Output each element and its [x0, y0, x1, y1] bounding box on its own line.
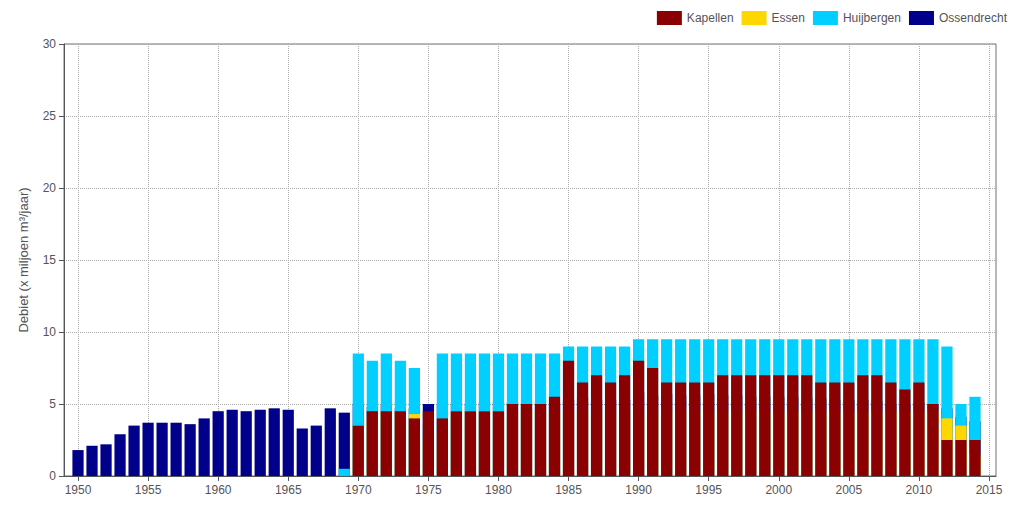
svg-text:1955: 1955: [135, 483, 162, 497]
svg-text:1980: 1980: [485, 483, 512, 497]
svg-text:0: 0: [49, 469, 56, 483]
svg-text:1960: 1960: [205, 483, 232, 497]
svg-text:1950: 1950: [65, 483, 92, 497]
svg-text:1985: 1985: [555, 483, 582, 497]
svg-text:Essen: Essen: [772, 11, 805, 25]
svg-text:1995: 1995: [695, 483, 722, 497]
svg-text:25: 25: [43, 109, 57, 123]
svg-text:Ossendrecht: Ossendrecht: [939, 11, 1008, 25]
svg-text:30: 30: [43, 37, 57, 51]
svg-text:2010: 2010: [906, 483, 933, 497]
svg-text:10: 10: [43, 325, 57, 339]
svg-text:Kapellen: Kapellen: [687, 11, 734, 25]
svg-text:2015: 2015: [976, 483, 1003, 497]
svg-text:Debiet (x miljoen m³/jaar): Debiet (x miljoen m³/jaar): [16, 187, 31, 332]
svg-text:Huijbergen: Huijbergen: [843, 11, 901, 25]
svg-text:1970: 1970: [345, 483, 372, 497]
svg-text:15: 15: [43, 253, 57, 267]
svg-text:1965: 1965: [275, 483, 302, 497]
svg-text:2005: 2005: [835, 483, 862, 497]
svg-text:1990: 1990: [625, 483, 652, 497]
svg-text:20: 20: [43, 181, 57, 195]
svg-text:5: 5: [49, 397, 56, 411]
svg-text:2000: 2000: [765, 483, 792, 497]
svg-text:1975: 1975: [415, 483, 442, 497]
